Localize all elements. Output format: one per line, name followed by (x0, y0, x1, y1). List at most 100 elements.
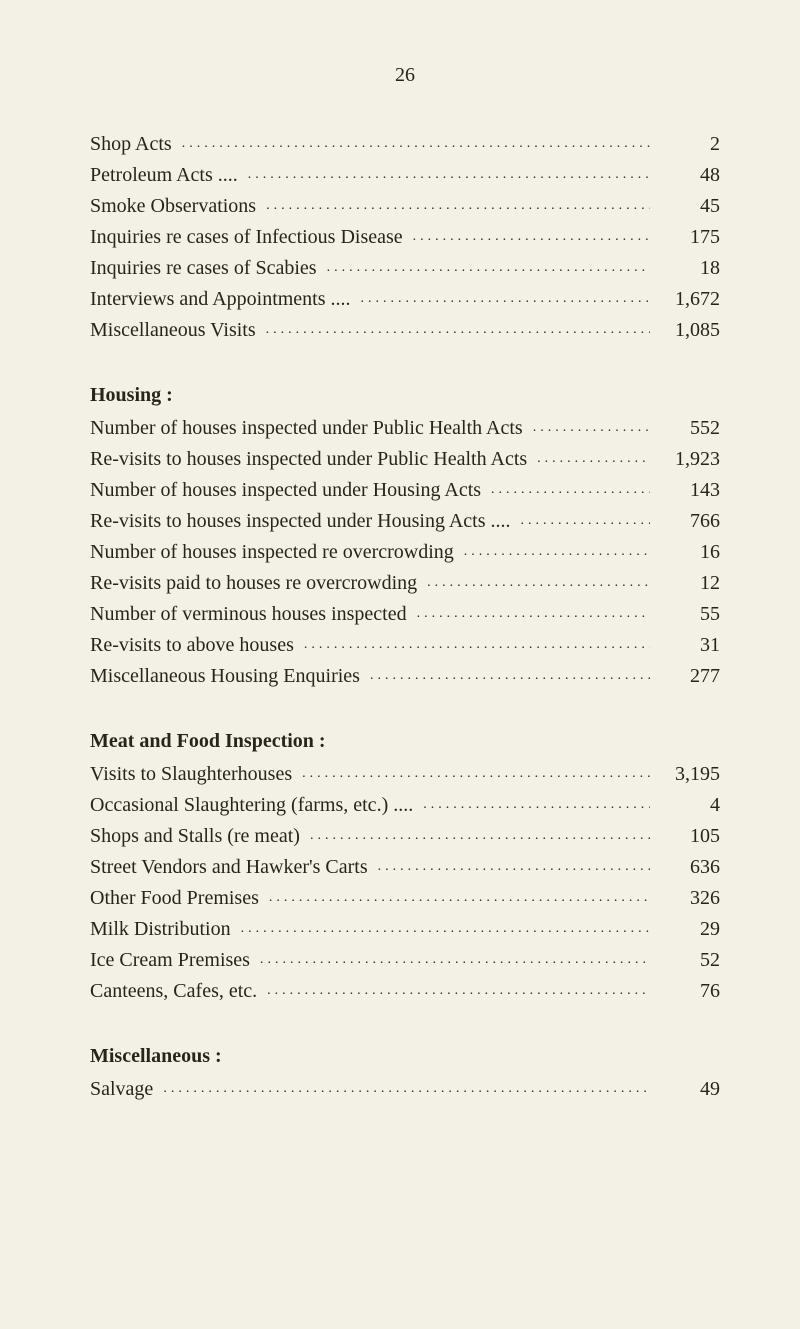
row-label: Number of verminous houses inspected (90, 599, 407, 630)
row-value: 45 (650, 191, 720, 222)
table-row: Smoke Observations......................… (90, 191, 720, 222)
leader-dots: ........................................… (250, 949, 650, 971)
leader-dots: ........................................… (231, 918, 650, 940)
row-label: Shop Acts (90, 129, 172, 160)
row-label: Miscellaneous Housing Enquiries (90, 661, 360, 692)
leader-dots: ........................................… (153, 1078, 650, 1100)
leader-dots: ........................................… (413, 794, 650, 816)
table-row: Miscellaneous Visits....................… (90, 315, 720, 346)
section-heading: Meat and Food Inspection : (90, 726, 720, 757)
leader-dots: ........................................… (454, 541, 650, 563)
leader-dots: ........................................… (300, 825, 650, 847)
row-value: 1,085 (650, 315, 720, 346)
row-label: Petroleum Acts .... (90, 160, 238, 191)
row-value: 766 (650, 506, 720, 537)
row-label: Re-visits paid to houses re overcrowding (90, 568, 417, 599)
leader-dots: ........................................… (481, 479, 650, 501)
leader-dots: ........................................… (259, 887, 650, 909)
row-value: 12 (650, 568, 720, 599)
page-number: 26 (90, 60, 720, 91)
row-value: 175 (650, 222, 720, 253)
table-row: Re-visits to houses inspected under Hous… (90, 506, 720, 537)
leader-dots: ........................................… (294, 634, 650, 656)
table-row: Street Vendors and Hawker's Carts.......… (90, 852, 720, 883)
leader-dots: ........................................… (351, 288, 650, 310)
table-row: Number of houses inspected under Public … (90, 413, 720, 444)
table-row: Number of houses inspected under Housing… (90, 475, 720, 506)
row-label: Canteens, Cafes, etc. (90, 976, 257, 1007)
row-value: 636 (650, 852, 720, 883)
table-row: Miscellaneous Housing Enquiries.........… (90, 661, 720, 692)
row-value: 3,195 (650, 759, 720, 790)
leader-dots: ........................................… (527, 448, 650, 470)
row-value: 55 (650, 599, 720, 630)
leader-dots: ........................................… (403, 226, 650, 248)
row-value: 552 (650, 413, 720, 444)
row-value: 29 (650, 914, 720, 945)
section-heading: Housing : (90, 380, 720, 411)
leader-dots: ........................................… (256, 319, 650, 341)
table-row: Re-visits paid to houses re overcrowding… (90, 568, 720, 599)
row-value: 105 (650, 821, 720, 852)
row-value: 277 (650, 661, 720, 692)
leader-dots: ........................................… (360, 665, 650, 687)
row-value: 326 (650, 883, 720, 914)
leader-dots: ........................................… (172, 133, 650, 155)
row-label: Street Vendors and Hawker's Carts (90, 852, 368, 883)
row-label: Ice Cream Premises (90, 945, 250, 976)
row-value: 76 (650, 976, 720, 1007)
table-row: Milk Distribution.......................… (90, 914, 720, 945)
leader-dots: ........................................… (257, 980, 650, 1002)
row-value: 2 (650, 129, 720, 160)
row-label: Interviews and Appointments .... (90, 284, 351, 315)
row-value: 48 (650, 160, 720, 191)
table-row: Other Food Premises.....................… (90, 883, 720, 914)
row-label: Other Food Premises (90, 883, 259, 914)
row-value: 1,923 (650, 444, 720, 475)
leader-dots: ........................................… (256, 195, 650, 217)
row-value: 52 (650, 945, 720, 976)
row-value: 18 (650, 253, 720, 284)
table-row: Canteens, Cafes, etc....................… (90, 976, 720, 1007)
row-value: 1,672 (650, 284, 720, 315)
table-row: Re-visits to above houses...............… (90, 630, 720, 661)
row-label: Salvage (90, 1074, 153, 1105)
table-row: Salvage.................................… (90, 1074, 720, 1105)
row-label: Shops and Stalls (re meat) (90, 821, 300, 852)
row-label: Inquiries re cases of Infectious Disease (90, 222, 403, 253)
row-label: Re-visits to above houses (90, 630, 294, 661)
table-row: Interviews and Appointments ............… (90, 284, 720, 315)
leader-dots: ........................................… (523, 417, 650, 439)
leader-dots: ........................................… (511, 510, 650, 532)
row-value: 143 (650, 475, 720, 506)
row-label: Re-visits to houses inspected under Hous… (90, 506, 511, 537)
leader-dots: ........................................… (238, 164, 650, 186)
table-row: Shops and Stalls (re meat)..............… (90, 821, 720, 852)
page-body: Shop Acts...............................… (90, 129, 720, 1105)
row-value: 31 (650, 630, 720, 661)
row-label: Miscellaneous Visits (90, 315, 256, 346)
row-value: 4 (650, 790, 720, 821)
row-label: Number of houses inspected under Public … (90, 413, 523, 444)
section-heading: Miscellaneous : (90, 1041, 720, 1072)
leader-dots: ........................................… (317, 257, 650, 279)
leader-dots: ........................................… (407, 603, 650, 625)
table-row: Number of houses inspected re overcrowdi… (90, 537, 720, 568)
leader-dots: ........................................… (368, 856, 650, 878)
leader-dots: ........................................… (292, 763, 650, 785)
row-label: Milk Distribution (90, 914, 231, 945)
table-row: Petroleum Acts .........................… (90, 160, 720, 191)
row-label: Smoke Observations (90, 191, 256, 222)
document-page: 26 Shop Acts............................… (0, 0, 800, 1329)
row-label: Number of houses inspected re overcrowdi… (90, 537, 454, 568)
table-row: Ice Cream Premises......................… (90, 945, 720, 976)
row-label: Inquiries re cases of Scabies (90, 253, 317, 284)
row-label: Number of houses inspected under Housing… (90, 475, 481, 506)
table-row: Visits to Slaughterhouses...............… (90, 759, 720, 790)
table-row: Occasional Slaughtering (farms, etc.) ..… (90, 790, 720, 821)
table-row: Inquiries re cases of Scabies...........… (90, 253, 720, 284)
row-label: Occasional Slaughtering (farms, etc.) ..… (90, 790, 413, 821)
row-label: Re-visits to houses inspected under Publ… (90, 444, 527, 475)
table-row: Shop Acts...............................… (90, 129, 720, 160)
table-row: Number of verminous houses inspected....… (90, 599, 720, 630)
